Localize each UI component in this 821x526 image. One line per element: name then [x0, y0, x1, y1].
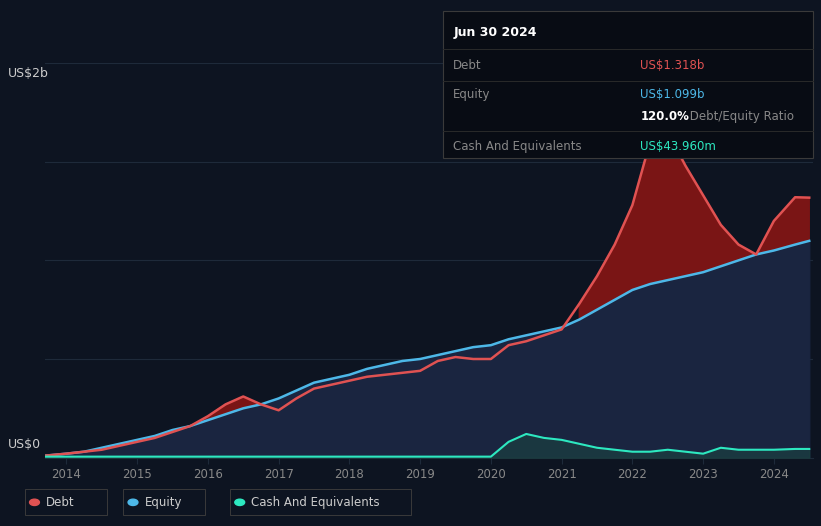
Text: Debt: Debt — [453, 58, 482, 72]
Text: Cash And Equivalents: Cash And Equivalents — [453, 139, 582, 153]
Text: Equity: Equity — [453, 88, 491, 101]
Text: Debt/Equity Ratio: Debt/Equity Ratio — [686, 110, 794, 123]
Text: US$1.099b: US$1.099b — [640, 88, 705, 101]
Text: US$2b: US$2b — [8, 67, 49, 80]
Text: Debt: Debt — [46, 496, 75, 509]
Text: 120.0%: 120.0% — [640, 110, 690, 123]
Text: Jun 30 2024: Jun 30 2024 — [453, 26, 537, 39]
Text: US$43.960m: US$43.960m — [640, 139, 716, 153]
Text: US$1.318b: US$1.318b — [640, 58, 704, 72]
Text: Equity: Equity — [144, 496, 182, 509]
Text: Cash And Equivalents: Cash And Equivalents — [251, 496, 380, 509]
Text: US$0: US$0 — [8, 438, 41, 451]
